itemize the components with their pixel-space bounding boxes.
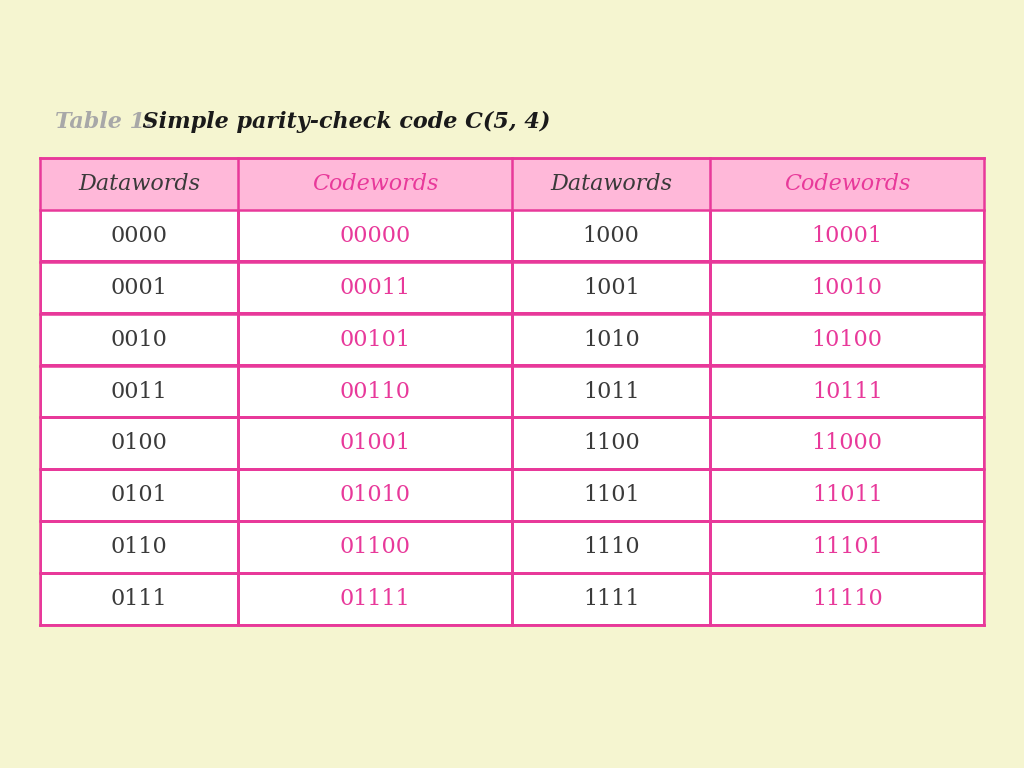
Bar	[42, 315, 237, 364]
Bar	[42, 367, 237, 416]
Bar	[513, 315, 709, 364]
Text: 00011: 00011	[340, 276, 411, 299]
Bar	[513, 419, 709, 468]
Text: 00000: 00000	[340, 225, 411, 247]
Bar	[42, 574, 237, 624]
Text: Codewords: Codewords	[312, 173, 438, 195]
Text: 1011: 1011	[583, 380, 640, 402]
Bar	[712, 211, 982, 260]
Bar	[42, 471, 237, 520]
Bar	[240, 367, 511, 416]
Bar	[240, 315, 511, 364]
Bar	[240, 419, 511, 468]
Bar	[513, 367, 709, 416]
Bar	[240, 574, 511, 624]
Bar	[513, 574, 709, 624]
Text: 01001: 01001	[340, 432, 411, 455]
Bar	[40, 158, 984, 210]
Bar	[513, 263, 709, 312]
Text: 1101: 1101	[583, 485, 640, 506]
Text: 10111: 10111	[812, 380, 883, 402]
Bar	[712, 419, 982, 468]
Bar	[513, 523, 709, 571]
Text: Datawords: Datawords	[78, 173, 201, 195]
Text: 0110: 0110	[111, 536, 168, 558]
Bar	[513, 471, 709, 520]
Text: 0011: 0011	[111, 380, 168, 402]
Text: 1100: 1100	[583, 432, 640, 455]
Text: 0111: 0111	[111, 588, 168, 610]
Bar	[712, 574, 982, 624]
Text: 1111: 1111	[583, 588, 639, 610]
Bar	[712, 523, 982, 571]
Text: 10100: 10100	[812, 329, 883, 351]
Text: 0010: 0010	[111, 329, 168, 351]
Bar	[42, 419, 237, 468]
Text: 11011: 11011	[812, 485, 883, 506]
Text: 00110: 00110	[340, 380, 411, 402]
Text: 11110: 11110	[812, 588, 883, 610]
Text: 01100: 01100	[340, 536, 411, 558]
Text: 1001: 1001	[583, 276, 640, 299]
Bar	[513, 211, 709, 260]
Bar	[42, 523, 237, 571]
Text: 11101: 11101	[812, 536, 883, 558]
Bar	[712, 471, 982, 520]
Text: 0000: 0000	[111, 225, 168, 247]
Text: Codewords: Codewords	[784, 173, 910, 195]
Bar	[240, 523, 511, 571]
Text: Datawords: Datawords	[550, 173, 672, 195]
Text: 01010: 01010	[340, 485, 411, 506]
Text: 10010: 10010	[812, 276, 883, 299]
Text: 01111: 01111	[340, 588, 411, 610]
Text: Table 1:: Table 1:	[55, 111, 154, 133]
Text: 1010: 1010	[583, 329, 640, 351]
Text: 0001: 0001	[111, 276, 168, 299]
Bar	[40, 158, 984, 625]
Bar	[240, 471, 511, 520]
Text: 11000: 11000	[812, 432, 883, 455]
Bar	[712, 263, 982, 312]
Bar	[240, 211, 511, 260]
Bar	[712, 315, 982, 364]
Text: 00101: 00101	[340, 329, 411, 351]
Text: 10001: 10001	[812, 225, 883, 247]
Bar	[42, 211, 237, 260]
Text: 1000: 1000	[583, 225, 640, 247]
Text: 0101: 0101	[111, 485, 168, 506]
Bar	[712, 367, 982, 416]
Text: 0100: 0100	[111, 432, 168, 455]
Text: 1110: 1110	[583, 536, 640, 558]
Text: Simple parity-check code C(5, 4): Simple parity-check code C(5, 4)	[127, 111, 550, 133]
Bar	[42, 263, 237, 312]
Bar	[240, 263, 511, 312]
